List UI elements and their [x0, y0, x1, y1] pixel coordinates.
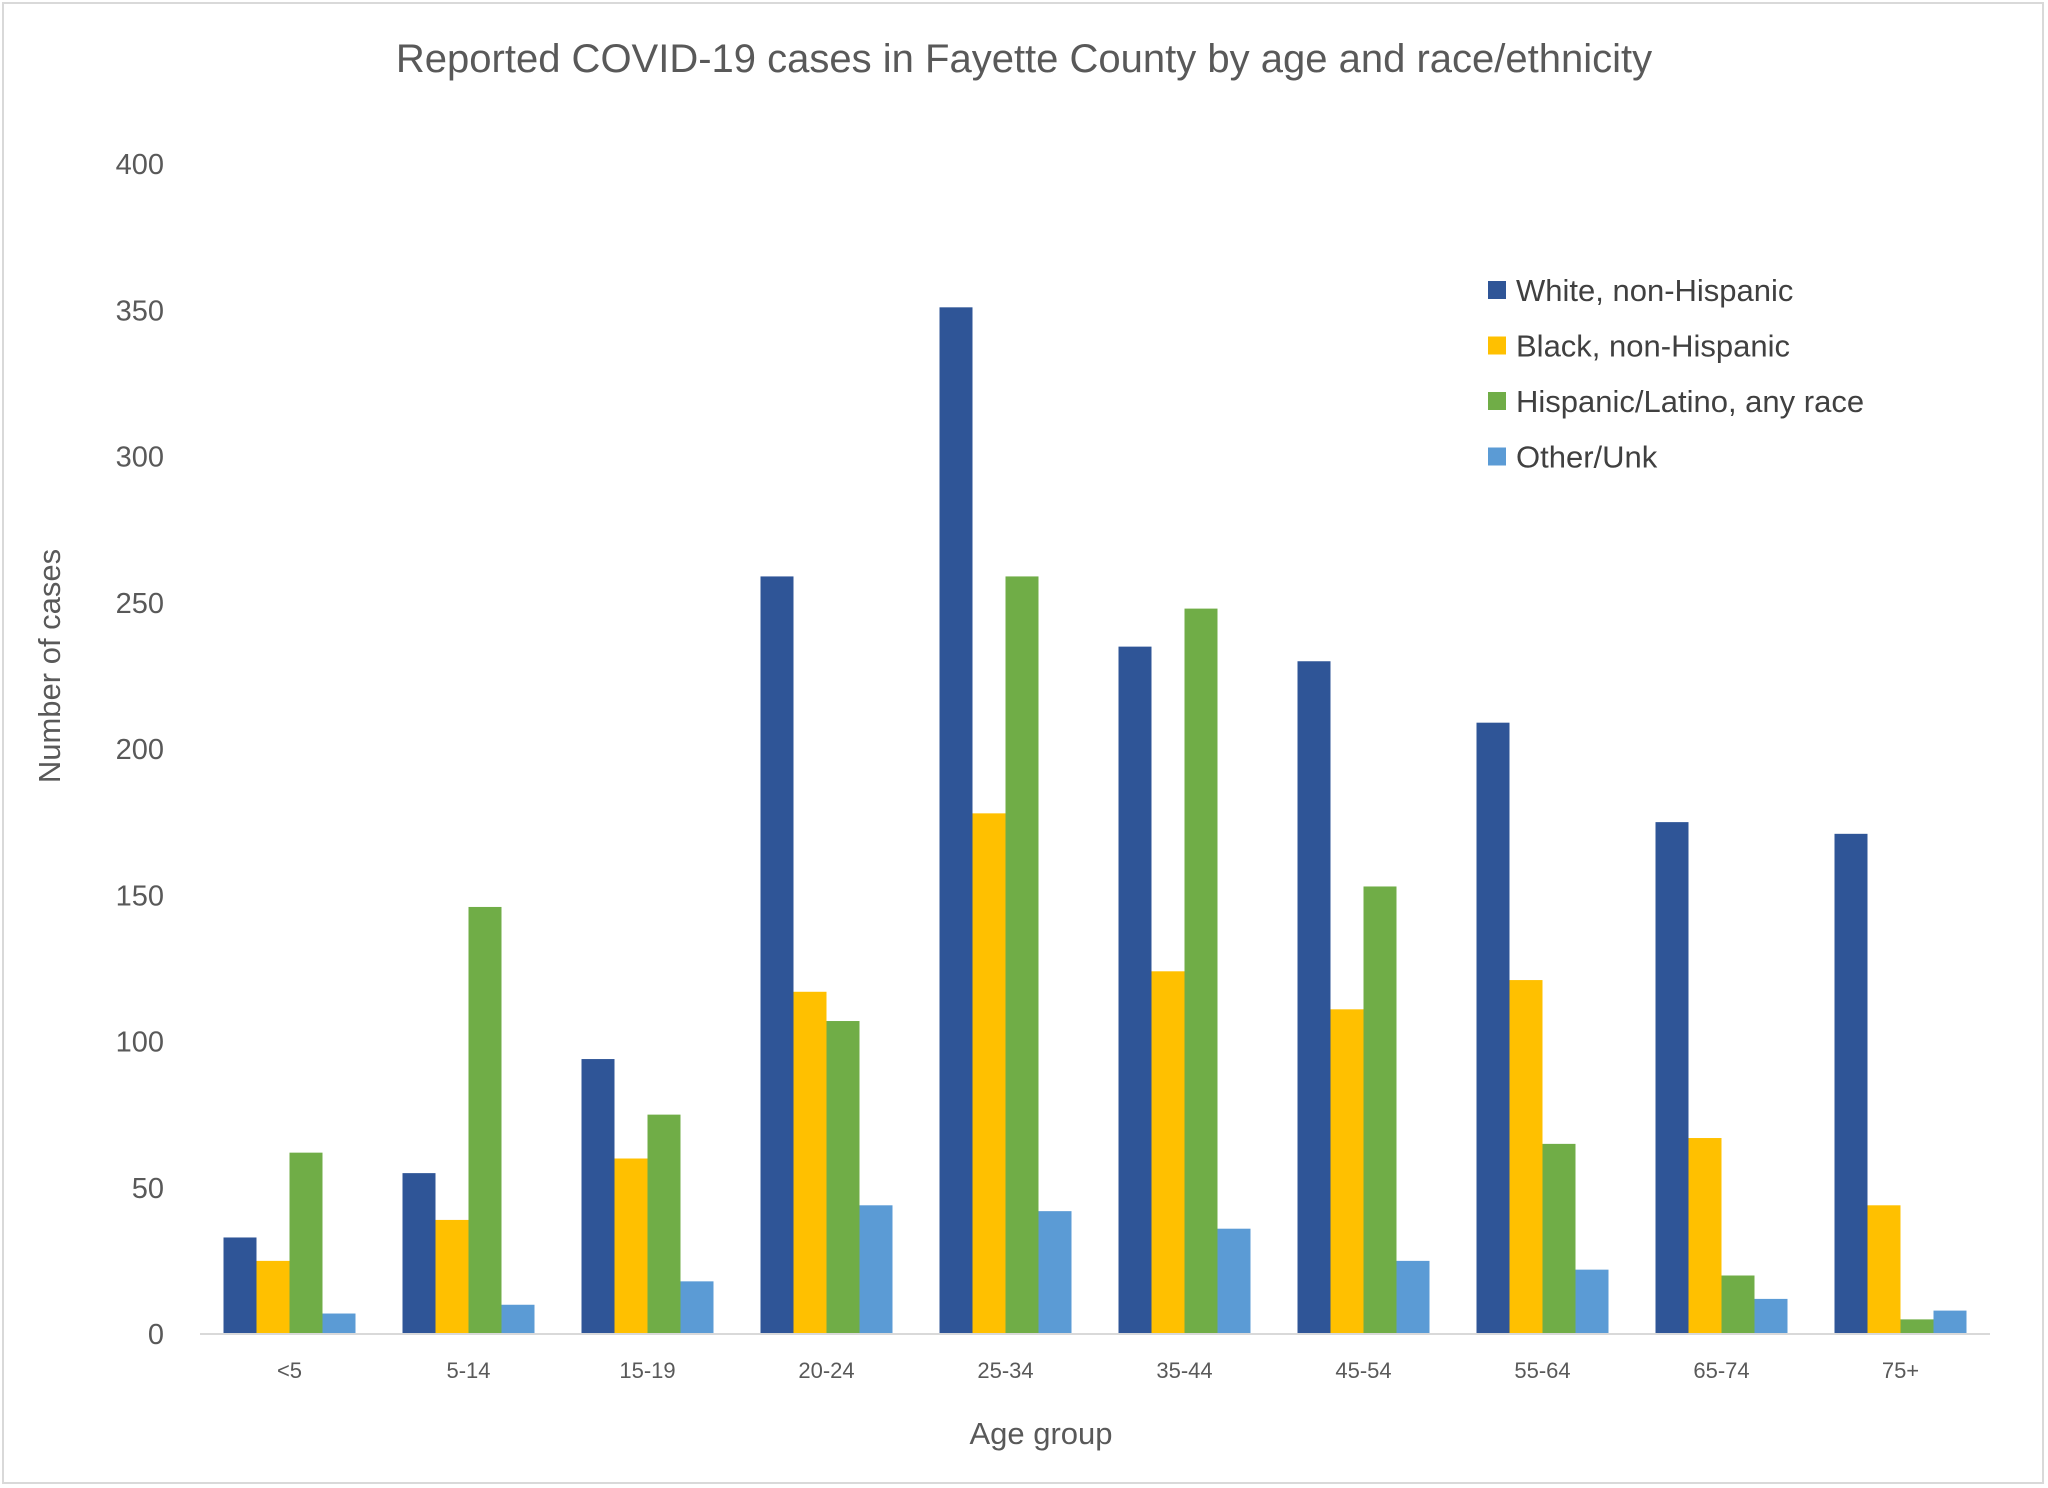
bar-2-1: [468, 906, 502, 1334]
x-tick-label: 20-24: [798, 1358, 854, 1383]
legend-label: Other/Unk: [1516, 440, 1658, 475]
bar-3-2: [680, 1281, 714, 1334]
legend-swatch: [1488, 281, 1506, 299]
bar-2-4: [1005, 576, 1039, 1334]
y-axis-ticks: 0 50 100 150 200 250 300 350 400: [116, 149, 164, 1351]
bar-0-7: [1476, 722, 1510, 1334]
x-tick-label: 55-64: [1514, 1358, 1570, 1383]
y-axis-title: Number of cases: [32, 549, 67, 783]
bar-1-0: [256, 1260, 290, 1334]
y-tick-label: 150: [116, 880, 164, 912]
bar-1-5: [1151, 971, 1185, 1334]
bar-2-8: [1721, 1275, 1755, 1334]
bar-2-3: [826, 1021, 860, 1334]
bar-3-9: [1933, 1310, 1967, 1334]
y-tick-label: 200: [116, 734, 164, 766]
x-axis-title: Age group: [969, 1416, 1112, 1451]
bar-0-4: [939, 307, 973, 1335]
bar-2-0: [289, 1152, 323, 1334]
bar-0-8: [1655, 822, 1689, 1334]
bar-0-2: [581, 1059, 615, 1334]
bars: [223, 307, 1967, 1335]
x-axis-ticks: <5 5-14 15-19 20-24 25-34 35-44 45-54 55-64 65-7…: [277, 1358, 1919, 1383]
legend-label: Black, non-Hispanic: [1516, 329, 1790, 364]
x-tick-label: 35-44: [1156, 1358, 1212, 1383]
bar-2-6: [1363, 886, 1397, 1334]
bar-2-5: [1184, 608, 1218, 1334]
bar-2-9: [1900, 1319, 1934, 1334]
bar-3-5: [1217, 1228, 1251, 1334]
bar-1-8: [1688, 1138, 1722, 1334]
bar-3-8: [1754, 1298, 1788, 1334]
legend-label: White, non-Hispanic: [1516, 273, 1793, 308]
y-tick-label: 0: [148, 1319, 164, 1351]
bar-3-6: [1396, 1260, 1430, 1334]
bar-0-3: [760, 576, 794, 1334]
bar-1-2: [614, 1158, 648, 1334]
bar-1-1: [435, 1219, 469, 1334]
bar-3-0: [322, 1313, 356, 1334]
x-tick-label: <5: [277, 1358, 302, 1383]
bar-3-4: [1038, 1211, 1072, 1334]
bar-0-6: [1297, 661, 1331, 1334]
bar-1-9: [1867, 1205, 1901, 1334]
legend-swatch: [1488, 336, 1506, 355]
y-tick-label: 400: [116, 149, 164, 181]
bar-1-3: [793, 991, 827, 1334]
y-tick-label: 350: [116, 295, 164, 327]
bar-2-7: [1542, 1143, 1576, 1334]
bar-0-0: [223, 1237, 257, 1334]
legend: White, non-Hispanic Black, non-Hispanic Hi…: [1488, 273, 1864, 475]
y-tick-label: 250: [116, 588, 164, 620]
y-tick-label: 50: [132, 1173, 164, 1205]
bar-1-7: [1509, 980, 1543, 1334]
x-tick-label: 15-19: [619, 1358, 675, 1383]
x-tick-label: 45-54: [1335, 1358, 1391, 1383]
y-tick-label: 300: [116, 442, 164, 474]
bar-3-1: [501, 1304, 535, 1334]
x-tick-label: 25-34: [977, 1358, 1033, 1383]
x-tick-label: 5-14: [446, 1358, 490, 1383]
legend-swatch: [1488, 392, 1506, 410]
bar-2-2: [647, 1114, 681, 1334]
legend-label: Hispanic/Latino, any race: [1516, 384, 1864, 419]
x-tick-label: 75+: [1882, 1358, 1919, 1383]
bar-0-9: [1834, 833, 1868, 1334]
bar-0-1: [402, 1173, 436, 1334]
bar-1-4: [972, 813, 1006, 1334]
legend-swatch: [1488, 447, 1506, 466]
x-tick-label: 65-74: [1693, 1358, 1749, 1383]
bar-3-3: [859, 1205, 893, 1334]
bar-0-5: [1118, 646, 1152, 1334]
bar-3-7: [1575, 1269, 1609, 1334]
chart-title: Reported COVID-19 cases in Fayette Count…: [396, 37, 1652, 81]
y-tick-label: 100: [116, 1027, 164, 1059]
bar-1-6: [1330, 1009, 1364, 1334]
